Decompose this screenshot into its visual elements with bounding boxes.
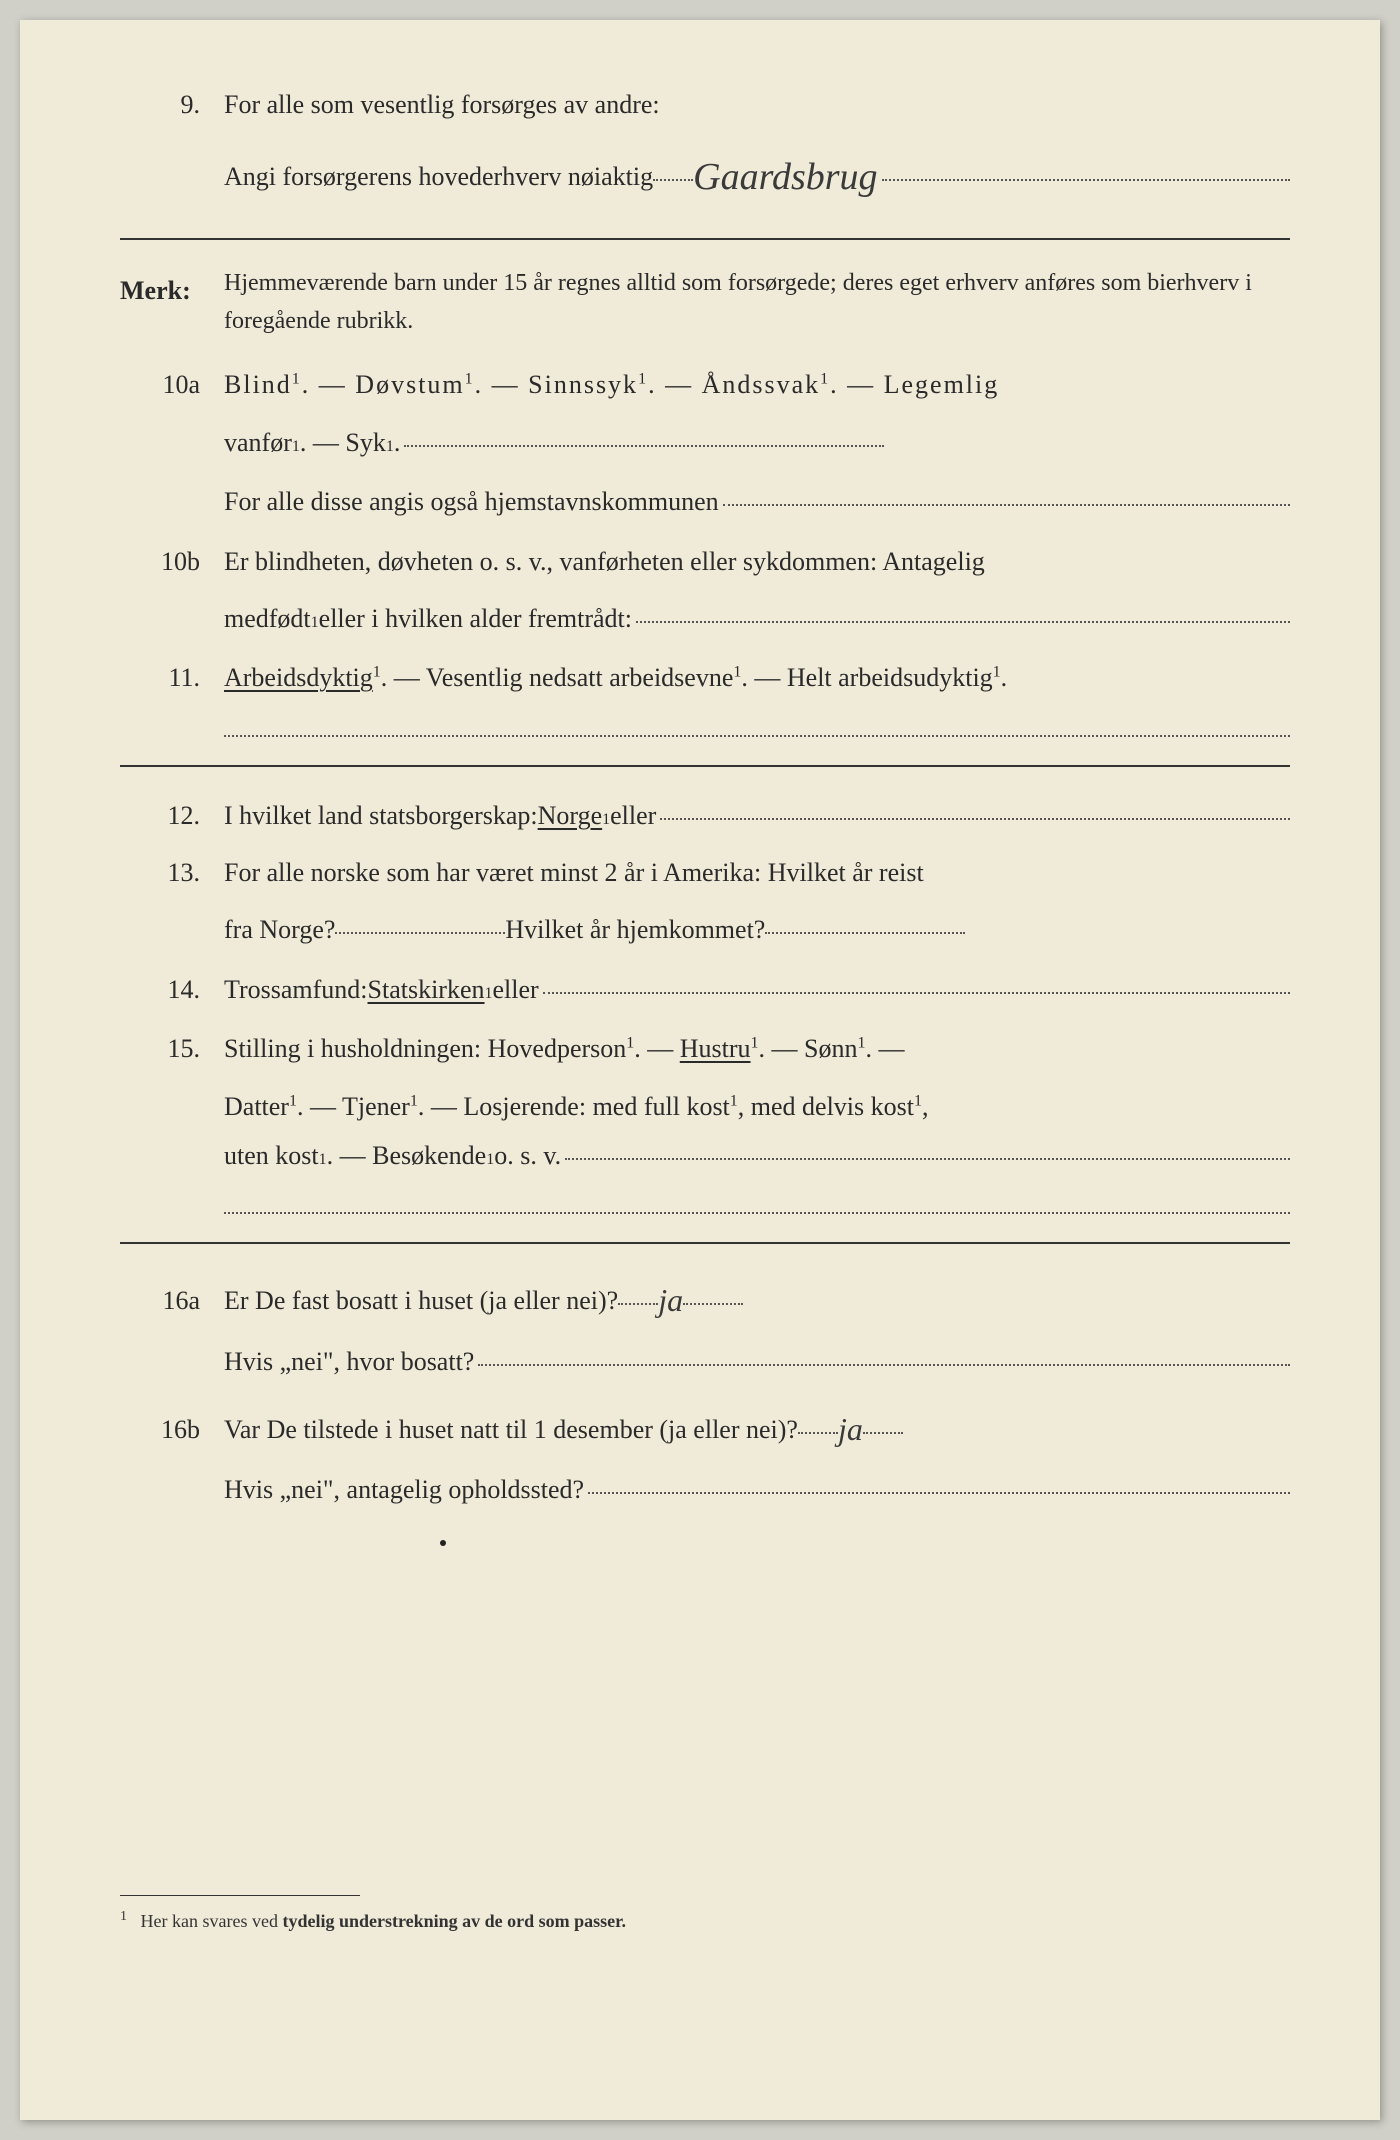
q14-row: 14. Trossamfund: Statskirken1 eller bbox=[120, 965, 1290, 1014]
q11-underlined: Arbeidsdyktig bbox=[224, 663, 373, 692]
q9-row2: Angi forsørgerens hovederhverv nøiaktig … bbox=[224, 137, 1290, 209]
q16a-row2: Hvis „nei", hvor bosatt? bbox=[224, 1337, 1290, 1386]
merk-label: Merk: bbox=[120, 264, 224, 315]
q10b-number: 10b bbox=[120, 537, 224, 586]
q12-content: I hvilket land statsborgerskap: Norge1 e… bbox=[224, 791, 1290, 840]
q10b-line1: Er blindheten, døvheten o. s. v., vanfør… bbox=[224, 537, 1290, 586]
q14-content: Trossamfund: Statskirken1 eller bbox=[224, 965, 1290, 1014]
q10a-number: 10a bbox=[120, 360, 224, 409]
q11-row: 11. Arbeidsdyktig1. — Vesentlig nedsatt … bbox=[120, 653, 1290, 702]
q9-answer: Gaardsbrug bbox=[693, 141, 877, 213]
q16a-row1: 16a Er De fast bosatt i huset (ja eller … bbox=[120, 1268, 1290, 1329]
footnote-marker: 1 bbox=[120, 1909, 127, 1924]
merk-text: Hjemmeværende barn under 15 år regnes al… bbox=[224, 264, 1290, 341]
q12-underlined: Norge bbox=[538, 791, 603, 840]
q13-row2: fra Norge? Hvilket år hjemkommet? bbox=[224, 905, 1290, 954]
q15-row3: uten kost1. — Besøkende1 o. s. v. bbox=[224, 1131, 1290, 1180]
q14-underlined: Statskirken bbox=[368, 965, 485, 1014]
q10a-row3: For alle disse angis også hjemstavnskomm… bbox=[224, 477, 1290, 526]
q13-row1: 13. For alle norske som har været minst … bbox=[120, 848, 1290, 897]
q16b-answer: ja bbox=[838, 1399, 863, 1460]
divider-3 bbox=[120, 1242, 1290, 1244]
q11-content: Arbeidsdyktig1. — Vesentlig nedsatt arbe… bbox=[224, 653, 1290, 702]
footnote-rule bbox=[120, 1895, 360, 1896]
q16b-row1: 16b Var De tilstede i huset natt til 1 d… bbox=[120, 1397, 1290, 1458]
q16b-row2: Hvis „nei", antagelig opholdssted? bbox=[224, 1465, 1290, 1514]
blank-line-1 bbox=[224, 731, 1290, 737]
q15-line1: Stilling i husholdningen: Hovedperson1. … bbox=[224, 1024, 1290, 1073]
q9-row1: 9. For alle som vesentlig forsørges av a… bbox=[120, 80, 1290, 129]
q10a-row1: 10a Blind1. — Døvstum1. — Sinnssyk1. — Å… bbox=[120, 360, 1290, 409]
q14-number: 14. bbox=[120, 965, 224, 1014]
q16b-number: 16b bbox=[120, 1405, 224, 1454]
q15-row1: 15. Stilling i husholdningen: Hovedperso… bbox=[120, 1024, 1290, 1073]
q15-row2: Datter1. — Tjener1. — Losjerende: med fu… bbox=[224, 1082, 1290, 1131]
blank-line-2 bbox=[224, 1208, 1290, 1214]
q16a-number: 16a bbox=[120, 1276, 224, 1325]
q11-number: 11. bbox=[120, 653, 224, 702]
census-form-page: 9. For alle som vesentlig forsørges av a… bbox=[20, 20, 1380, 2120]
dot-artifact bbox=[440, 1540, 446, 1546]
q10b-row2: medfødt1 eller i hvilken alder fremtrådt… bbox=[224, 594, 1290, 643]
q9-line2-text: Angi forsørgerens hovederhverv nøiaktig bbox=[224, 152, 653, 201]
q12-row: 12. I hvilket land statsborgerskap: Norg… bbox=[120, 791, 1290, 840]
q10a-line3-text: For alle disse angis også hjemstavnskomm… bbox=[224, 477, 719, 526]
q10a-row2: vanfør1. — Syk1. bbox=[224, 418, 1290, 467]
q9-line1: For alle som vesentlig forsørges av andr… bbox=[224, 80, 1290, 129]
q15-hustru: Hustru bbox=[680, 1034, 751, 1063]
q12-number: 12. bbox=[120, 791, 224, 840]
q13-line1: For alle norske som har været minst 2 år… bbox=[224, 848, 1290, 897]
divider-1 bbox=[120, 238, 1290, 240]
merk-row: Merk: Hjemmeværende barn under 15 år reg… bbox=[120, 264, 1290, 341]
divider-2 bbox=[120, 765, 1290, 767]
q10a-line1: Blind1. — Døvstum1. — Sinnssyk1. — Åndss… bbox=[224, 360, 1290, 409]
q10b-row1: 10b Er blindheten, døvheten o. s. v., va… bbox=[120, 537, 1290, 586]
q15-number: 15. bbox=[120, 1024, 224, 1073]
q16a-answer: ja bbox=[658, 1270, 683, 1331]
q16b-content: Var De tilstede i huset natt til 1 desem… bbox=[224, 1397, 1290, 1458]
q16a-content: Er De fast bosatt i huset (ja eller nei)… bbox=[224, 1268, 1290, 1329]
footnote: 1 Her kan svares ved tydelig understrekn… bbox=[120, 1904, 1290, 1938]
q9-number: 9. bbox=[120, 80, 224, 129]
q13-number: 13. bbox=[120, 848, 224, 897]
